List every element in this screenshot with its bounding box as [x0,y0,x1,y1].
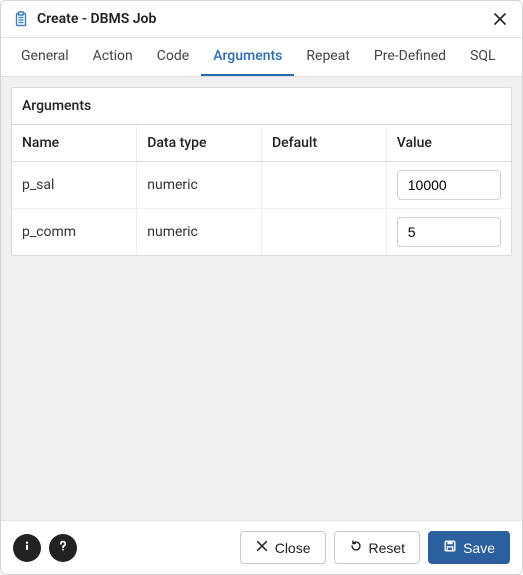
close-icon[interactable] [490,9,510,29]
table-row: p_comm numeric [12,209,511,256]
dialog: Create - DBMS Job General Action Code Ar… [0,0,523,575]
reset-button[interactable]: Reset [334,531,421,564]
help-icon [56,539,70,557]
dialog-body: Arguments Name Data type Default Value p… [1,77,522,520]
reset-icon [349,539,363,556]
value-input[interactable] [397,170,501,200]
cell-name: p_sal [12,162,137,209]
save-button[interactable]: Save [428,531,510,564]
column-header-value: Value [386,125,511,162]
clipboard-icon [13,11,29,27]
dialog-footer: Close Reset Save [1,520,522,574]
tab-bar: General Action Code Arguments Repeat Pre… [1,38,522,77]
tab-arguments[interactable]: Arguments [201,38,294,76]
column-header-default: Default [262,125,387,162]
arguments-table: Name Data type Default Value p_sal numer… [12,125,511,255]
cell-data-type: numeric [137,162,262,209]
cell-default [262,209,387,256]
close-button-label: Close [275,540,311,556]
reset-button-label: Reset [369,540,406,556]
column-header-name: Name [12,125,137,162]
tab-pre-defined[interactable]: Pre-Defined [362,38,458,76]
cell-name: p_comm [12,209,137,256]
column-header-data-type: Data type [137,125,262,162]
value-input[interactable] [397,217,501,247]
cell-value [386,162,511,209]
cell-default [262,162,387,209]
tab-action[interactable]: Action [81,38,145,76]
cell-value [386,209,511,256]
save-icon [443,539,457,556]
info-icon [20,539,34,557]
table-row: p_sal numeric [12,162,511,209]
arguments-panel: Arguments Name Data type Default Value p… [11,87,512,256]
panel-title: Arguments [12,88,511,125]
dialog-header: Create - DBMS Job [1,1,522,38]
info-button[interactable] [13,534,41,562]
x-icon [255,539,269,556]
save-button-label: Save [463,540,495,556]
tab-general[interactable]: General [9,38,81,76]
tab-sql[interactable]: SQL [458,38,507,76]
help-button[interactable] [49,534,77,562]
dialog-title: Create - DBMS Job [37,11,482,27]
tab-code[interactable]: Code [145,38,201,76]
tab-repeat[interactable]: Repeat [294,38,362,76]
close-button[interactable]: Close [240,531,326,564]
cell-data-type: numeric [137,209,262,256]
